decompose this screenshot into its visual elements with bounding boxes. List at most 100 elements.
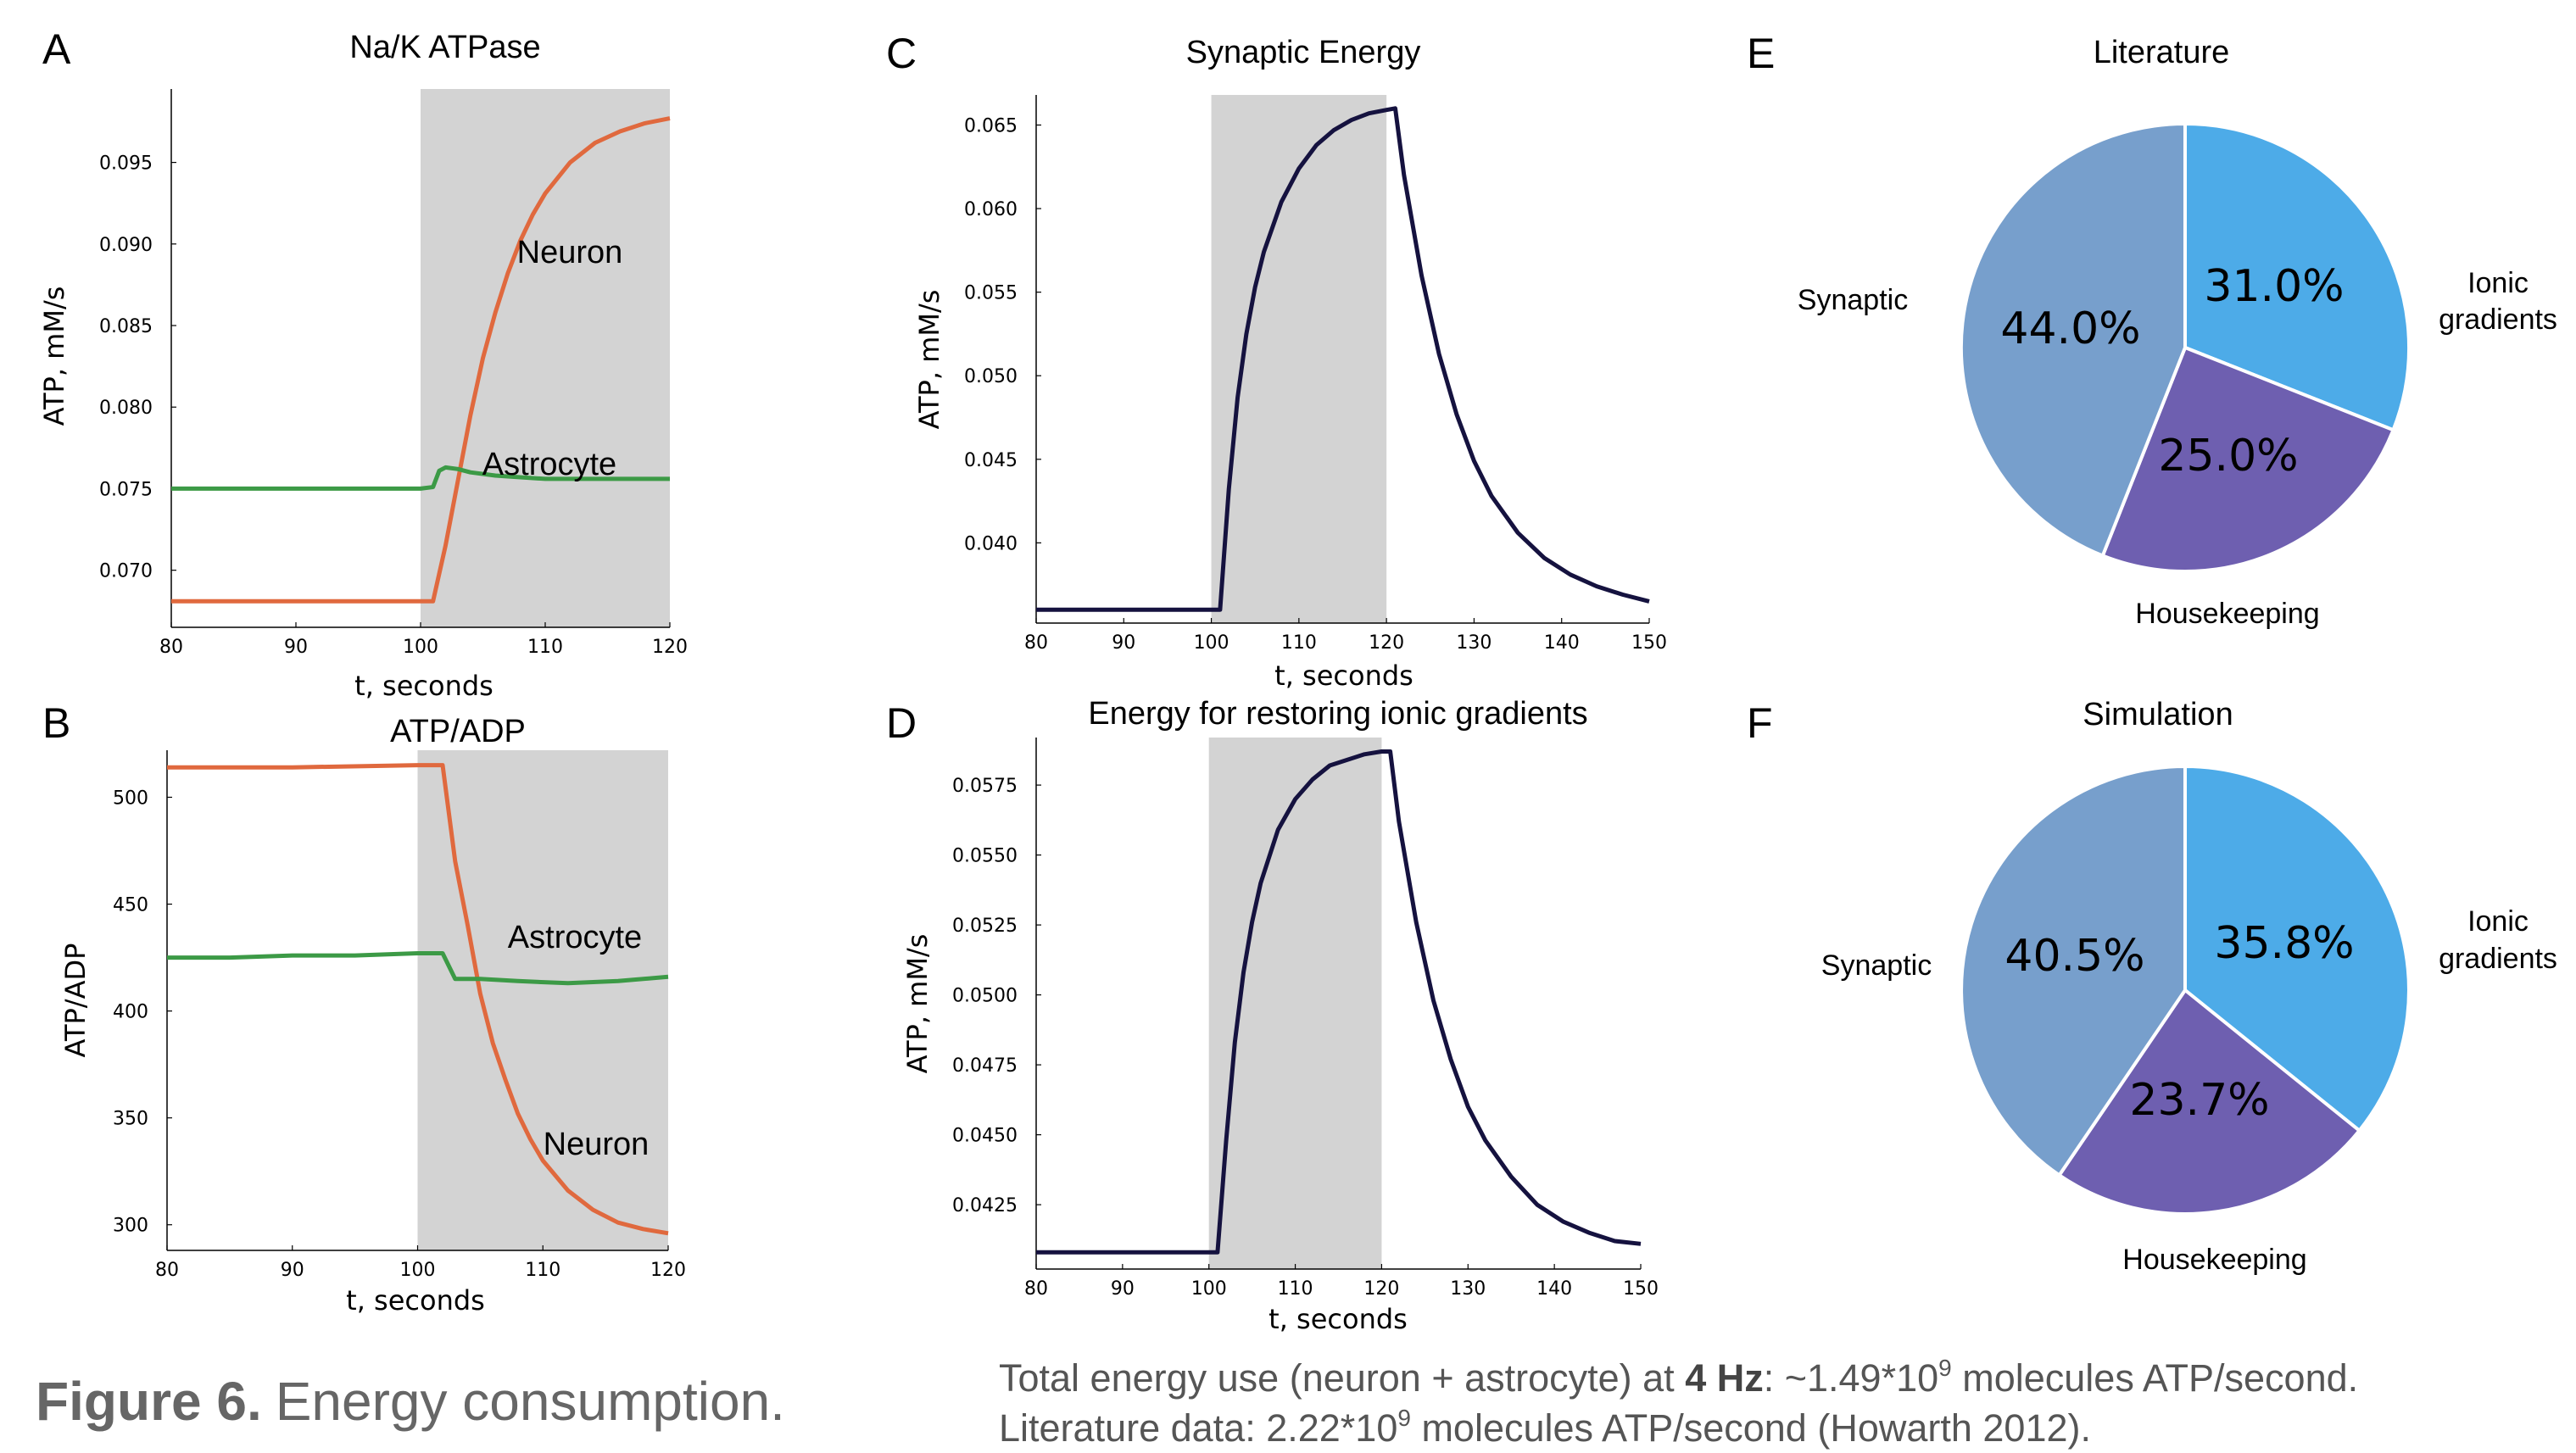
pie-label-ionic-gradients-line2: gradients [2439,303,2557,336]
x-tick-label: 100 [1194,632,1229,654]
y-axis-label: ATP, mM/s [913,290,945,430]
panel-e: 31.0% 25.0% 44.0% Ionic gradients Housekeepin… [1747,30,2557,630]
y-tick-label: 0.045 [964,450,1018,471]
series-line-astrocyte [171,465,670,491]
y-tick-label: 0.040 [964,533,1018,554]
y-tick-label: 0.060 [964,199,1018,220]
x-tick-label: 80 [155,1260,179,1281]
x-tick-label: 110 [527,637,563,658]
y-tick-label: 400 [113,1002,148,1023]
y-tick-label: 0.0500 [952,986,1018,1007]
panel-letter: E [1747,30,1775,77]
panel-title: Simulation [2083,697,2233,732]
x-axis-label: t, seconds [1268,1303,1408,1335]
y-tick-label: 0.0475 [952,1055,1018,1077]
x-tick-label: 120 [1363,1278,1399,1300]
panel-c: 80 90 100 110 120 130 140 150 0.040 0.045 0.050 0.0… [886,30,1667,692]
series-line-neuron [171,116,671,604]
y-tick-label: 0.0425 [952,1195,1018,1216]
x-tick-label: 120 [650,1260,686,1281]
x-tick-label: 90 [1111,1278,1135,1300]
x-tick-label: 80 [159,637,183,658]
x-axis-label: t, seconds [354,670,493,702]
y-axis-label: ATP, mM/s [38,287,70,426]
panel-letter: B [42,699,70,747]
x-tick-label: 100 [403,637,438,658]
energy-note-line-1: Total energy use (neuron + astrocyte) at… [999,1355,2358,1400]
pie-label-synaptic: Synaptic [1798,284,1908,316]
series-annotation-neuron: Neuron [544,1127,650,1162]
y-tick-label: 300 [113,1216,148,1237]
y-tick-label: 0.065 [964,115,1018,136]
panel-letter: F [1747,699,1773,747]
x-tick-label: 90 [281,1260,304,1281]
x-tick-label: 130 [1456,632,1492,654]
y-tick-label: 500 [113,788,148,809]
panel-title: Literature [2094,35,2230,70]
y-tick-label: 350 [113,1109,148,1130]
pie-label-synaptic: Synaptic [1821,949,1932,982]
x-tick-label: 150 [1631,632,1667,654]
panel-d: 80 90 100 110 120 130 140 150 0.0425 0.0450 0.0475… [886,696,1659,1335]
x-tick-label: 120 [652,637,688,658]
x-axis-label: t, seconds [1274,660,1413,692]
series-line-energy [1036,749,1642,1255]
pie-value-label: 35.8% [2214,918,2354,969]
panel-b: 80 90 100 110 120 300 350 400 450 500 Astrocyte Neu… [42,699,686,1317]
y-tick-label: 0.070 [99,561,153,582]
y-tick-label: 0.085 [99,316,153,337]
x-tick-label: 110 [1278,1278,1313,1300]
pie-slice-housekeeping [2100,345,2396,573]
stimulus-shading [417,750,668,1250]
stimulus-shading [1211,95,1387,623]
y-tick-label: 450 [113,895,148,916]
panel-title: Na/K ATPase [349,30,540,65]
y-axis-label: ATP/ADP [59,944,92,1058]
panel-f: 35.8% 23.7% 40.5% Ionic gradients Housekeepin… [1747,697,2557,1276]
pie-label-housekeeping: Housekeeping [2135,598,2319,630]
panel-title: Synaptic Energy [1186,35,1421,70]
series-line-neuron [167,763,669,1236]
pie-value-label: 23.7% [2129,1075,2269,1126]
panel-letter: A [42,25,71,73]
x-axis-label: t, seconds [346,1284,485,1317]
panel-title: Energy for restoring ionic gradients [1088,696,1587,732]
x-tick-label: 80 [1024,1278,1048,1300]
panel-letter: D [886,699,917,747]
y-tick-label: 0.080 [99,398,153,419]
y-tick-label: 0.055 [964,283,1018,304]
pie-value-label: 25.0% [2158,431,2298,482]
y-tick-label: 0.0450 [952,1126,1018,1147]
pie-label-ionic-gradients: Ionic [2467,267,2529,299]
x-tick-label: 110 [1281,632,1317,654]
stimulus-shading [421,89,670,627]
series-annotation-neuron: Neuron [517,235,623,270]
pie-value-label: 31.0% [2204,261,2344,312]
figure-caption: Figure 6. Energy consumption. [36,1371,785,1432]
x-tick-label: 130 [1450,1278,1486,1300]
pie-label-housekeeping: Housekeeping [2122,1244,2306,1276]
pie-slice-ionic-gradients [2183,764,2411,1133]
pie-slice-housekeeping [2056,988,2362,1216]
series-line-astrocyte [167,951,669,986]
y-tick-label: 0.090 [99,235,153,256]
pie-slice-ionic-gradients [2183,121,2412,432]
y-tick-label: 0.095 [99,153,153,175]
series-annotation-astrocyte: Astrocyte [482,447,616,482]
panel-a: 80 90 100 110 120 0.070 0.075 0.080 0.085 0.090 0.… [38,25,688,702]
y-tick-label: 0.050 [964,366,1018,387]
y-tick-label: 0.0575 [952,776,1018,797]
pie-slice-synaptic [1960,764,2187,1178]
energy-note-line-2: Literature data: 2.22*109 molecules ATP/… [999,1405,2091,1450]
pie-value-label: 40.5% [2004,931,2144,982]
x-tick-label: 90 [284,637,308,658]
x-tick-label: 80 [1024,632,1048,654]
panel-letter: C [886,30,917,77]
x-tick-label: 100 [1191,1278,1227,1300]
pie-slice-synaptic [1959,121,2187,559]
y-tick-label: 0.0550 [952,846,1018,867]
y-tick-label: 0.075 [99,479,153,500]
x-tick-label: 100 [400,1260,436,1281]
